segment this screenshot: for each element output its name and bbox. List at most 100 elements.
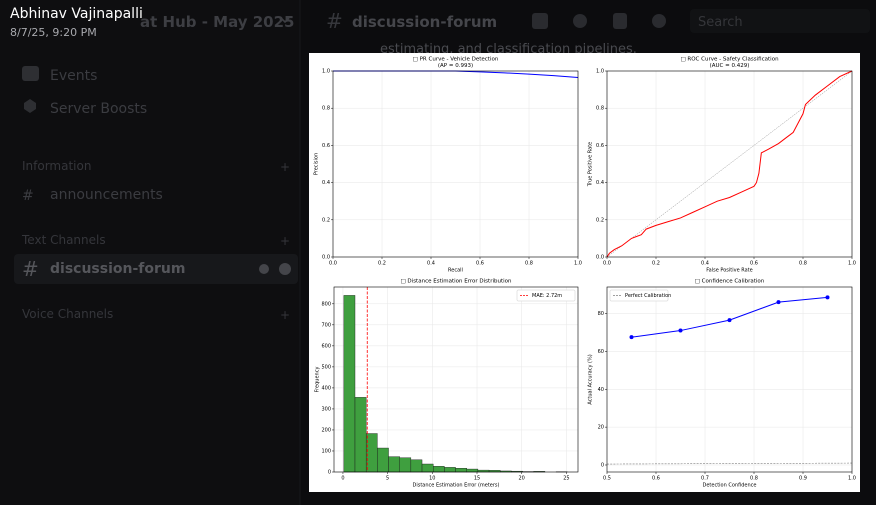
channel-hash: # <box>22 257 39 281</box>
sidebar-item[interactable]: Events <box>50 68 97 84</box>
chart-title: □ PR Curve - Vehicle Detection <box>413 57 499 63</box>
y-tick-label: 0.8 <box>596 106 604 112</box>
x-tick-label: 10 <box>429 476 435 482</box>
channel-category[interactable]: Information <box>22 159 91 173</box>
x-tick-label: 0.8 <box>525 261 533 267</box>
data-point <box>629 335 634 340</box>
x-tick-label: 0.4 <box>701 261 709 267</box>
histogram-bar <box>343 295 356 473</box>
notifications-icon[interactable] <box>573 14 587 28</box>
x-tick-label: 0.0 <box>603 261 611 267</box>
channel-hash: # <box>22 188 34 204</box>
channel-header: discussion-forum <box>352 13 497 31</box>
y-tick-label: 0.0 <box>596 255 604 261</box>
reference-diagonal <box>606 70 853 258</box>
header-hash: # <box>326 9 343 33</box>
sidebar-item[interactable]: Server Boosts <box>50 101 147 117</box>
x-tick-label: 0.6 <box>750 261 758 267</box>
plot-frame <box>333 286 579 473</box>
y-tick-label: 600 <box>321 343 331 349</box>
search-placeholder[interactable]: Search <box>698 15 743 30</box>
histogram-bar <box>354 397 367 473</box>
histogram-bar <box>444 467 456 473</box>
chart-subtitle: (AP = 0.993) <box>438 63 473 69</box>
x-tick-label: 0.4 <box>427 261 435 267</box>
y-axis-label: True Positive Rate <box>588 142 594 188</box>
plot-frame <box>606 70 853 258</box>
y-tick-label: 0 <box>328 470 331 476</box>
histogram-bar <box>455 468 467 473</box>
y-tick-label: 60 <box>598 349 604 355</box>
settings-icon[interactable] <box>279 263 291 275</box>
legend-label: MAE: 2.72m <box>532 293 562 299</box>
histogram-bar <box>388 456 400 473</box>
x-tick-label: 1.0 <box>848 261 856 267</box>
channel-category[interactable]: Text Channels <box>21 233 106 247</box>
channel-name[interactable]: discussion-forum <box>50 261 185 277</box>
timestamp: 8/7/25, 9:20 PM <box>10 26 97 39</box>
y-tick-label: 40 <box>598 387 604 393</box>
threads-icon[interactable] <box>532 13 548 29</box>
add-channel[interactable]: + <box>280 308 290 322</box>
y-tick-label: 300 <box>321 406 331 412</box>
x-tick-label: 0.6 <box>652 476 660 482</box>
boost-icon <box>24 99 36 113</box>
pins-icon[interactable] <box>613 13 627 29</box>
series-line <box>606 70 853 258</box>
x-tick-label: 0.5 <box>603 476 611 482</box>
charts: 0.0 0.2 0.4 0.6 0.8 1.0 0.0 0.2 0.4 0.6 0.8 1.0 □ PR… <box>314 57 856 489</box>
y-tick-label: 700 <box>321 322 331 328</box>
y-tick-label: 0.6 <box>596 143 604 149</box>
series-line <box>606 462 853 465</box>
channel-name[interactable]: announcements <box>50 187 163 203</box>
y-tick-label: 80 <box>598 311 604 317</box>
chart-title: □ Confidence Calibration <box>695 279 765 285</box>
server-name[interactable]: at Hub - May 2025 <box>140 13 295 31</box>
chart-title: □ Distance Estimation Error Distribution <box>400 279 512 285</box>
x-tick-label: 0.0 <box>329 261 337 267</box>
plot-area <box>333 71 578 257</box>
x-axis-label: False Positive Rate <box>706 268 752 274</box>
histogram-bar <box>399 457 412 473</box>
x-tick-label: 0.9 <box>799 476 807 482</box>
x-tick-label: 0.2 <box>378 261 386 267</box>
events-icon <box>22 66 39 81</box>
y-tick-label: 400 <box>321 385 331 391</box>
y-tick-label: 0.4 <box>596 180 604 186</box>
y-tick-label: 0.2 <box>596 217 604 223</box>
x-axis-label: Recall <box>448 268 463 274</box>
x-tick-label: 0.7 <box>701 476 709 482</box>
histogram-bar <box>433 466 445 473</box>
members-list-icon[interactable] <box>652 14 666 28</box>
y-axis-label: Actual Accuracy (%) <box>588 354 594 404</box>
data-point <box>678 328 683 333</box>
chart-title: □ ROC Curve - Safety Classification <box>680 57 779 63</box>
add-channel[interactable]: + <box>280 234 290 248</box>
x-tick-label: 5 <box>386 476 389 482</box>
members-icon[interactable] <box>259 264 269 274</box>
plot-frame <box>332 70 579 258</box>
y-tick-label: 1.0 <box>596 69 604 75</box>
histogram-bar <box>365 433 378 473</box>
x-tick-label: 1.0 <box>848 476 856 482</box>
y-tick-label: 0.0 <box>322 255 330 261</box>
server-chevron[interactable] <box>280 17 290 24</box>
selected-channel[interactable] <box>14 254 298 284</box>
channel-category[interactable]: Voice Channels <box>22 307 113 321</box>
search-box[interactable] <box>690 9 870 33</box>
y-tick-label: 0.6 <box>322 143 330 149</box>
x-tick-label: 0 <box>341 476 344 482</box>
plot-frame <box>606 286 853 473</box>
legend-label: Perfect Calibration <box>625 293 671 299</box>
user-name: Abhinav Vajinapalli <box>10 6 143 22</box>
x-tick-label: 20 <box>519 476 525 482</box>
data-point <box>776 300 781 305</box>
legend-box <box>609 289 669 302</box>
add-channel[interactable]: + <box>280 160 290 174</box>
y-tick-label: 200 <box>321 427 331 433</box>
x-tick-label: 0.8 <box>750 476 758 482</box>
x-tick-label: 0.8 <box>799 261 807 267</box>
y-tick-label: 0.2 <box>322 217 330 223</box>
y-tick-label: 20 <box>598 425 604 431</box>
